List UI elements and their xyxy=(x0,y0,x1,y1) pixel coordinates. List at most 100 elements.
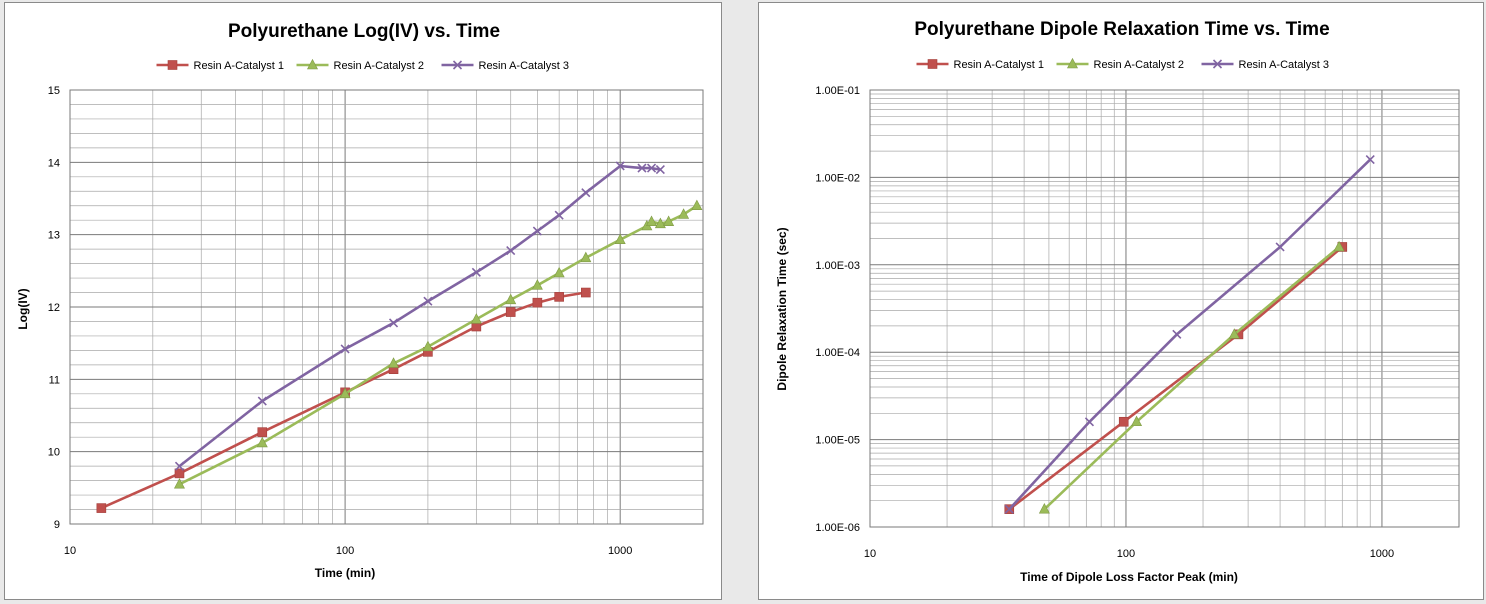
series-2 xyxy=(173,199,703,489)
y-tick-label: 12 xyxy=(48,302,60,314)
x-tick-label: 1000 xyxy=(608,545,632,557)
chart-title: Polyurethane Dipole Relaxation Time vs. … xyxy=(914,19,1329,40)
series-3 xyxy=(174,161,665,471)
data-point xyxy=(174,468,185,479)
plot-area xyxy=(96,161,703,513)
x-tick-label: 100 xyxy=(336,545,354,557)
legend: Resin A-Catalyst 1 Resin A-Catalyst 2 Resi… xyxy=(156,58,569,72)
legend-marker xyxy=(167,60,178,70)
data-point xyxy=(581,188,591,198)
data-point xyxy=(339,387,351,399)
data-point xyxy=(1172,329,1182,339)
legend-marker xyxy=(452,60,463,70)
y-axis-title: Log(IV) xyxy=(16,288,30,329)
data-point xyxy=(614,233,626,245)
legend-entry-label: Resin A-Catalyst 2 xyxy=(334,60,424,72)
series-3 xyxy=(1004,154,1375,514)
data-point xyxy=(554,210,564,220)
gridlines: 10 100 1000 9 10 11 12 13 14 15 xyxy=(48,85,704,557)
data-point xyxy=(678,208,690,219)
series-line xyxy=(178,164,661,468)
data-point xyxy=(532,297,543,308)
y-tick-label: 13 xyxy=(48,230,60,242)
data-point xyxy=(173,478,185,489)
y-tick-label: 11 xyxy=(49,374,60,386)
y-tick-label: 1.00E-03 xyxy=(815,260,860,272)
x-axis-title: Time of Dipole Loss Factor Peak (min) xyxy=(1020,570,1238,584)
data-point xyxy=(340,344,350,354)
series-line xyxy=(1008,246,1344,511)
plot-area xyxy=(1004,154,1375,514)
data-point xyxy=(553,266,565,278)
data-point xyxy=(1275,242,1285,252)
chart-panel-log-iv: Polyurethane Log(IV) vs. Time Resin A-Ca… xyxy=(4,2,722,600)
legend-marker xyxy=(927,59,938,69)
data-point xyxy=(580,251,592,263)
data-point xyxy=(505,293,517,305)
data-point xyxy=(470,313,482,324)
legend-entry-label: Resin A-Catalyst 2 xyxy=(1094,59,1184,71)
legend-entry-label: Resin A-Catalyst 3 xyxy=(479,60,569,72)
data-point xyxy=(1004,504,1014,514)
data-point xyxy=(257,396,267,406)
data-point xyxy=(505,307,516,317)
legend-entry-label: Resin A-Catalyst 1 xyxy=(194,60,284,72)
plot-border xyxy=(869,89,1460,528)
y-tick-label: 1.00E-04 xyxy=(815,347,860,359)
data-point xyxy=(1365,154,1375,165)
y-tick-label: 14 xyxy=(48,157,60,169)
legend-marker xyxy=(307,58,318,70)
data-point xyxy=(655,165,665,175)
y-tick-label: 15 xyxy=(48,85,60,97)
series-2 xyxy=(1038,240,1345,514)
x-tick-label: 100 xyxy=(1117,548,1135,560)
data-point xyxy=(1084,417,1095,427)
data-point xyxy=(663,215,675,226)
data-point xyxy=(581,287,591,298)
data-point xyxy=(615,161,625,171)
dipole-relaxation-chart: Polyurethane Dipole Relaxation Time vs. … xyxy=(775,19,1460,584)
data-point xyxy=(423,296,433,306)
data-point xyxy=(96,503,107,513)
series-line xyxy=(100,291,587,510)
y-tick-label: 1.00E-01 xyxy=(815,85,860,97)
plot-border xyxy=(69,89,704,525)
y-tick-label: 10 xyxy=(48,447,60,459)
data-point xyxy=(691,199,703,211)
legend-marker xyxy=(1067,57,1078,69)
data-point xyxy=(1333,240,1345,252)
x-tick-label: 1000 xyxy=(1370,548,1394,560)
data-point xyxy=(646,215,658,226)
x-axis-title: Time (min) xyxy=(315,566,375,580)
data-point xyxy=(506,246,516,256)
x-tick-label: 10 xyxy=(64,545,76,557)
data-point xyxy=(471,267,481,277)
data-point xyxy=(646,163,657,173)
data-point xyxy=(422,340,434,352)
legend-entry-label: Resin A-Catalyst 3 xyxy=(1239,59,1329,71)
series-line xyxy=(1043,246,1340,511)
data-point xyxy=(388,318,399,328)
legend-entry-label: Resin A-Catalyst 1 xyxy=(954,59,1044,71)
data-point xyxy=(1118,416,1129,427)
chart-panel-dipole-relaxation: Polyurethane Dipole Relaxation Time vs. … xyxy=(758,2,1484,600)
chart-title: Polyurethane Log(IV) vs. Time xyxy=(228,21,500,42)
gridlines: 10 100 1000 1.00E-06 1.00E-05 1.00E-04 1.00E-0… xyxy=(815,85,1460,560)
data-point xyxy=(1038,503,1050,514)
data-point xyxy=(637,163,647,173)
log-iv-chart: Polyurethane Log(IV) vs. Time Resin A-Ca… xyxy=(16,21,704,580)
data-point xyxy=(1131,415,1143,427)
data-point xyxy=(654,217,666,229)
legend-marker xyxy=(1212,59,1223,69)
data-point xyxy=(256,436,268,448)
data-point xyxy=(554,292,564,302)
data-point xyxy=(1228,328,1240,339)
data-point xyxy=(532,226,542,236)
data-point xyxy=(257,427,268,437)
x-tick-label: 10 xyxy=(864,548,876,560)
y-tick-label: 1.00E-06 xyxy=(815,522,860,534)
y-tick-label: 1.00E-05 xyxy=(815,435,860,447)
data-point xyxy=(174,461,185,471)
data-point xyxy=(388,357,400,368)
legend: Resin A-Catalyst 1 Resin A-Catalyst 2 Resi… xyxy=(916,57,1329,71)
